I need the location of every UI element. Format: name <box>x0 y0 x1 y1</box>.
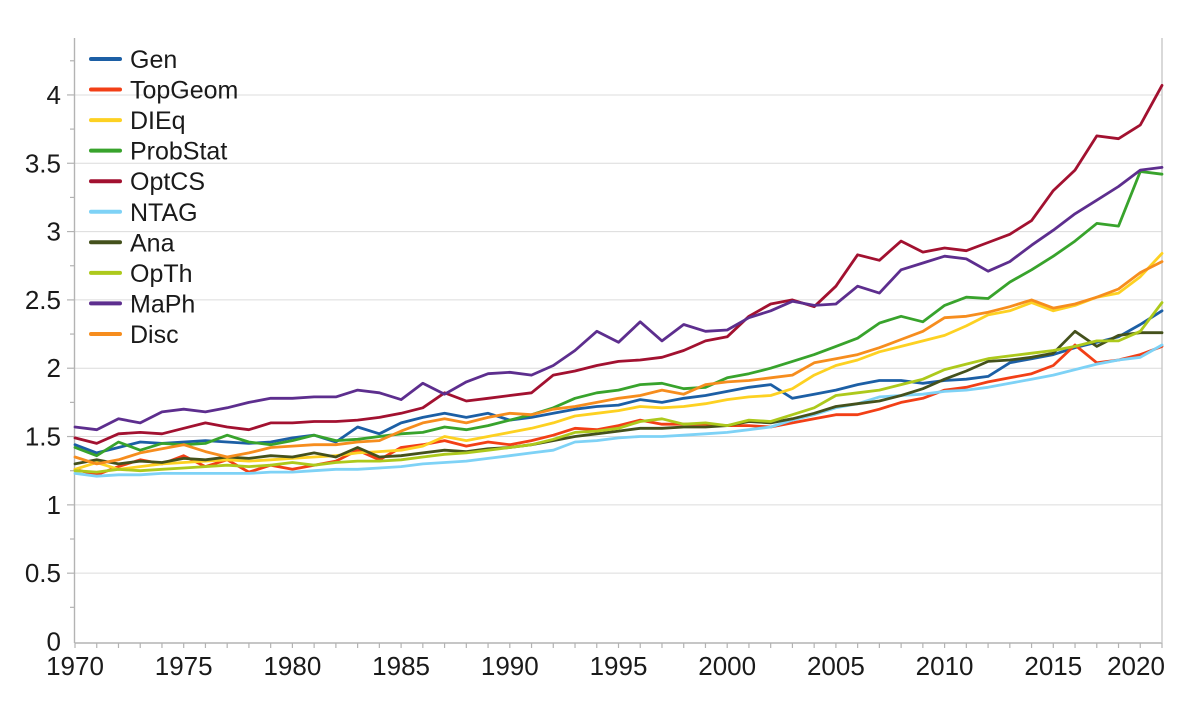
legend-label: MaPh <box>130 290 195 318</box>
legend-item-opth: OpTh <box>89 260 193 288</box>
legend-item-disc: Disc <box>89 321 179 349</box>
series-line-ntag <box>73 343 1164 478</box>
legend-item-ana: Ana <box>89 229 175 257</box>
y-tick-label: 3.5 <box>25 148 61 178</box>
legend-item-optcs: OptCS <box>89 168 205 196</box>
legend-label: DIEq <box>130 107 186 135</box>
series-line-ana <box>73 329 1164 466</box>
series-line-probstat <box>73 170 1164 458</box>
y-tick-label: 1 <box>47 490 61 520</box>
x-tick-label: 2020 <box>1107 651 1165 681</box>
series-line-disc <box>73 260 1164 466</box>
y-tick-label: 4 <box>47 80 61 110</box>
legend-item-dieq: DIEq <box>89 107 186 135</box>
legend-label: OpTh <box>130 260 193 288</box>
series-line-topgeom <box>73 343 1164 477</box>
y-tick-label: 1.5 <box>25 422 61 452</box>
x-tick-label: 1975 <box>155 651 213 681</box>
y-tick-label: 2 <box>47 353 61 383</box>
legend-item-maph: MaPh <box>89 290 195 318</box>
y-tick-label: 3 <box>47 217 61 247</box>
legend-label: NTAG <box>130 199 198 227</box>
legend-item-gen: Gen <box>89 46 177 74</box>
x-tick-label: 1980 <box>263 651 321 681</box>
y-tick-label: 2.5 <box>25 285 61 315</box>
legend-item-ntag: NTAG <box>89 199 198 227</box>
y-tick-label: 0.5 <box>25 558 61 588</box>
x-tick-label: 1970 <box>46 651 104 681</box>
series-line-opth <box>73 301 1164 474</box>
legend-label: Gen <box>130 46 177 74</box>
series-line-maph <box>73 165 1164 432</box>
legend-label: Ana <box>130 229 175 257</box>
x-tick-label: 2010 <box>916 651 974 681</box>
x-tick-label: 2005 <box>807 651 865 681</box>
x-tick-label: 1990 <box>481 651 539 681</box>
legend-label: ProbStat <box>130 138 227 166</box>
x-tick-label: 2000 <box>698 651 756 681</box>
x-tick-label: 2015 <box>1024 651 1082 681</box>
legend-label: OptCS <box>130 168 205 196</box>
legend-item-topgeom: TopGeom <box>89 77 238 105</box>
x-tick-label: 1995 <box>590 651 648 681</box>
legend-label: TopGeom <box>130 77 238 105</box>
legend-label: Disc <box>130 321 179 349</box>
x-tick-label: 1985 <box>372 651 430 681</box>
series-line-optcs <box>73 84 1164 445</box>
legend-item-probstat: ProbStat <box>89 138 227 166</box>
y-tick-label: 0 <box>47 627 61 657</box>
series-line-dieq <box>73 251 1164 471</box>
